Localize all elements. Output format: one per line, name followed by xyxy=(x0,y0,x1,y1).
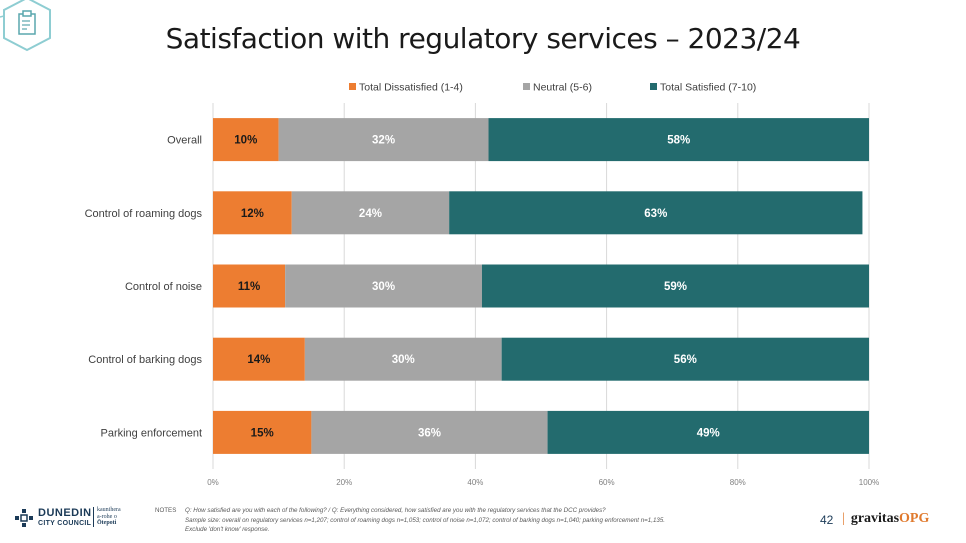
data-label: 49% xyxy=(697,427,720,439)
data-label: 15% xyxy=(251,427,274,439)
data-label: 30% xyxy=(392,354,415,366)
bar-segment xyxy=(311,410,548,454)
bar-segment xyxy=(481,264,869,308)
data-label: 36% xyxy=(418,427,441,439)
data-label: 56% xyxy=(674,354,697,366)
notes-line-2: Sample size: overall on regulatory servi… xyxy=(185,516,666,524)
council-name-line2: CITY COUNCIL xyxy=(38,520,92,527)
bar-segment xyxy=(213,337,305,381)
council-maori-line1: kaunihera xyxy=(97,507,121,513)
data-label: 32% xyxy=(372,135,395,147)
data-label: 58% xyxy=(667,135,690,147)
category-label: Control of roaming dogs xyxy=(85,208,203,220)
dunedin-city-council-logo: DUNEDIN CITY COUNCIL kaunihera a-rohe o … xyxy=(14,505,144,535)
bar-segment xyxy=(449,191,863,235)
clipboard-badge-icon xyxy=(0,0,51,52)
legend-swatch xyxy=(349,83,356,90)
bar-segment xyxy=(213,264,286,308)
data-label: 11% xyxy=(238,281,260,293)
bar-segment xyxy=(291,191,450,235)
data-label: 63% xyxy=(644,208,667,220)
notes-line-3: Exclude 'don't know' response. xyxy=(185,526,270,533)
legend-label: Total Dissatisfied (1-4) xyxy=(359,82,463,94)
bar-segment xyxy=(213,191,292,235)
bar-segment xyxy=(278,118,489,162)
legend-label: Total Satisfied (7-10) xyxy=(660,82,756,94)
gravitas-opg-logo: | gravitasOPG xyxy=(842,511,929,527)
legend-label: Neutral (5-6) xyxy=(533,82,592,94)
brand-suffix: OPG xyxy=(899,511,930,526)
bar-segment xyxy=(488,118,869,162)
stacked-bar-chart: 0% 20% 40% 60% 80% 100% Total Dissatisfied (1-… xyxy=(85,82,880,488)
x-tick-label: 40% xyxy=(467,478,483,487)
category-label: Control of noise xyxy=(125,281,202,293)
bar-segment xyxy=(501,337,869,381)
brand-separator: | xyxy=(842,511,845,526)
page-number: 42 xyxy=(820,513,834,527)
category-label: Parking enforcement xyxy=(101,427,203,439)
bar-segment xyxy=(285,264,482,308)
brand-main: gravitas xyxy=(850,511,900,526)
x-tick-label: 80% xyxy=(730,478,746,487)
category-label: Overall xyxy=(167,135,202,147)
page-title: Satisfaction with regulatory services – … xyxy=(165,22,801,55)
x-tick-label: 0% xyxy=(207,478,219,487)
bar-segment xyxy=(213,410,312,454)
data-label: 24% xyxy=(359,208,382,220)
bar-segment xyxy=(547,410,869,454)
data-label: 59% xyxy=(664,281,687,293)
data-label: 14% xyxy=(247,354,270,366)
legend-swatch xyxy=(523,83,530,90)
council-maori-line3: Ōtepoti xyxy=(97,520,117,526)
notes-label: NOTES xyxy=(155,507,177,514)
data-label: 30% xyxy=(372,281,395,293)
x-tick-label: 20% xyxy=(336,478,352,487)
data-label: 10% xyxy=(234,135,257,147)
bar-segment xyxy=(304,337,502,381)
legend-swatch xyxy=(650,83,657,90)
council-emblem-icon xyxy=(15,509,33,527)
category-label: Control of barking dogs xyxy=(88,354,202,366)
council-name-line1: DUNEDIN xyxy=(38,507,92,519)
x-tick-label: 60% xyxy=(599,478,615,487)
council-maori-name: kaunihera a-rohe o Ōtepoti xyxy=(93,507,121,527)
data-label: 12% xyxy=(241,208,264,220)
bar-segment xyxy=(213,118,279,162)
council-maori-line2: a-rohe o xyxy=(97,513,117,520)
notes-line-1: Q: How satisfied are you with each of th… xyxy=(185,507,606,514)
x-tick-label: 100% xyxy=(859,478,879,487)
